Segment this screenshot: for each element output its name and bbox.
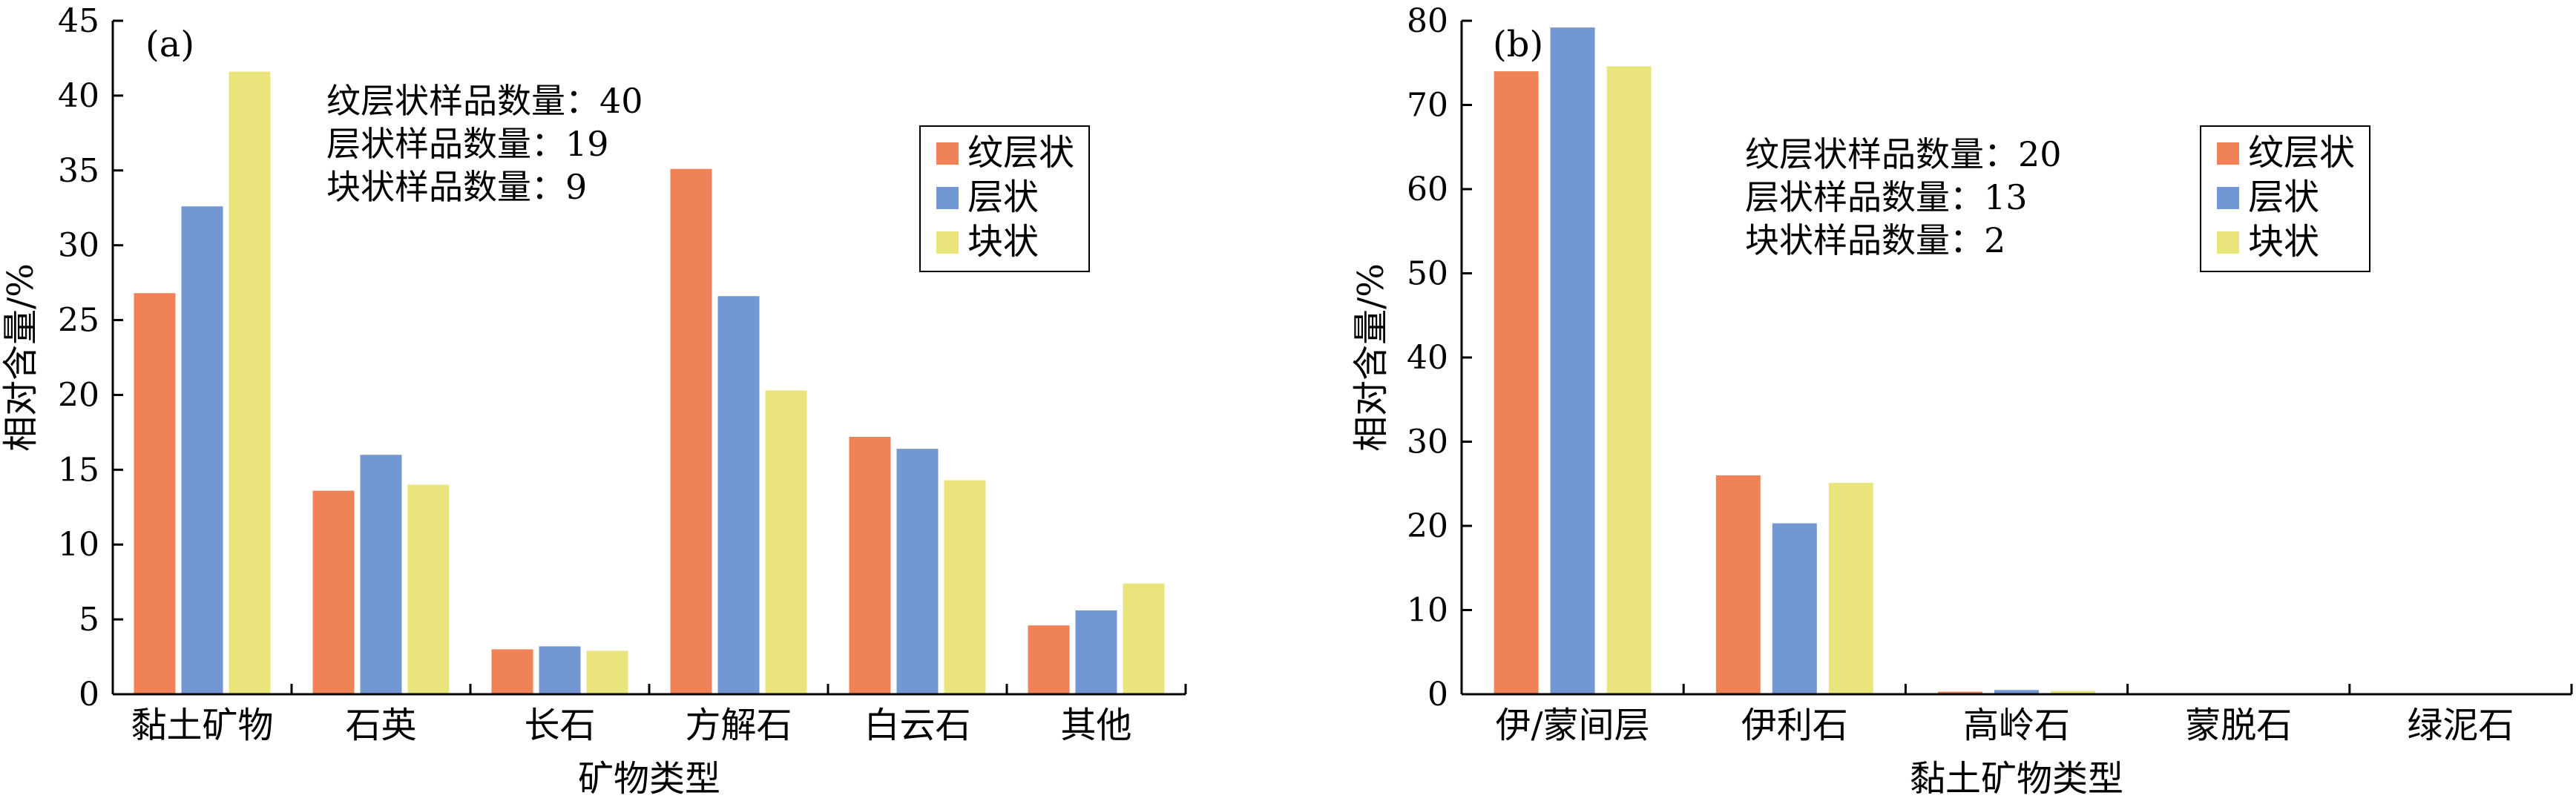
- a-bar-massive: [765, 390, 807, 694]
- b-bar-bedded: [1994, 690, 2039, 694]
- a-bar-layered: [670, 168, 712, 694]
- a-bar-massive: [229, 71, 271, 695]
- a-bar-bedded: [1075, 610, 1117, 694]
- b-category-label: 伊利石: [1741, 705, 1848, 746]
- a-bar-massive: [586, 650, 628, 694]
- b-bar-bedded: [1772, 523, 1817, 694]
- panel-a-legend-swatch-layered: [936, 142, 959, 165]
- panel-b-annotation-1: 纹层状样品数量：20: [1745, 134, 2062, 174]
- panel-b-label: (b): [1493, 24, 1543, 65]
- a-category-label: 白云石: [864, 705, 970, 746]
- panel-a-bars: [134, 71, 1165, 695]
- b-y-tick-label: 40: [1407, 339, 1448, 377]
- a-category-label: 方解石: [685, 705, 792, 746]
- a-category-label: 石英: [345, 705, 416, 746]
- panel-b-legend: 纹层状 层状 块状: [2200, 125, 2370, 272]
- b-bar-layered: [1938, 691, 1982, 694]
- b-bar-layered: [1715, 475, 1761, 694]
- a-bar-bedded: [896, 449, 939, 694]
- a-category-label: 长石: [524, 705, 595, 746]
- a-bar-layered: [491, 649, 533, 694]
- a-y-tick-label: 45: [58, 2, 99, 40]
- a-bar-layered: [134, 293, 176, 694]
- b-bar-massive: [1606, 66, 1652, 695]
- panel-b-x-axis-label: 黏土矿物类型: [1910, 758, 2123, 800]
- a-category-label: 其他: [1060, 705, 1131, 746]
- b-bar-massive: [2051, 691, 2095, 694]
- panel-a-annotation-1: 纹层状样品数量：40: [326, 81, 643, 121]
- b-y-tick-label: 80: [1407, 2, 1448, 40]
- a-y-tick-label: 10: [58, 526, 99, 564]
- b-bar-bedded: [1550, 27, 1595, 694]
- a-y-tick-label: 15: [58, 451, 99, 489]
- panel-a-legend: 纹层状 层状 块状: [919, 125, 1090, 272]
- a-y-tick-label: 40: [58, 77, 99, 115]
- b-category-label: 绿泥石: [2407, 705, 2514, 746]
- panel-a-y-ticks: 0 5 10 15 20 25 30 35 40 45: [58, 2, 123, 714]
- a-y-tick-label: 25: [58, 302, 99, 340]
- a-y-tick-label: 30: [58, 227, 99, 265]
- panel-b-legend-swatch-layered: [2217, 142, 2239, 165]
- a-bar-layered: [1028, 625, 1070, 694]
- panel-b-legend-label-bedded: 层状: [2248, 177, 2319, 218]
- panel-a-legend-label-layered: 纹层状: [967, 132, 1074, 174]
- a-y-tick-label: 5: [79, 601, 99, 639]
- panel-b-annotation-3: 块状样品数量：2: [1745, 220, 2005, 260]
- b-category-label: 蒙脱石: [2185, 705, 2292, 746]
- b-bar-massive: [1828, 483, 1873, 694]
- panel-b-annotations: 纹层状样品数量：20 层状样品数量：13 块状样品数量：2: [1745, 134, 2062, 260]
- panel-a-annotation-2: 层状样品数量：19: [326, 124, 609, 164]
- b-category-label: 高岭石: [1963, 705, 2070, 746]
- a-y-tick-label: 35: [58, 152, 99, 190]
- panel-a-annotation-3: 块状样品数量：9: [326, 167, 587, 207]
- panel-a-legend-label-bedded: 层状: [967, 177, 1039, 218]
- b-y-tick-label: 70: [1407, 87, 1448, 125]
- b-y-tick-label: 60: [1407, 171, 1448, 208]
- panel-b-legend-swatch-bedded: [2217, 187, 2239, 209]
- b-y-tick-label: 0: [1427, 676, 1448, 714]
- b-y-tick-label: 10: [1407, 592, 1448, 630]
- b-y-tick-label: 30: [1407, 424, 1448, 461]
- panel-b-y-ticks: 0 10 20 30 40 50 60 70 80: [1407, 2, 1472, 714]
- a-y-tick-label: 20: [58, 376, 99, 414]
- a-bar-layered: [849, 436, 891, 694]
- a-bar-bedded: [717, 296, 760, 694]
- panel-a-x-axis-label: 矿物类型: [578, 758, 720, 800]
- a-category-label: 黏土矿物: [131, 705, 273, 746]
- panel-b-annotation-2: 层状样品数量：13: [1745, 177, 2028, 217]
- panel-a-legend-label-massive: 块状: [967, 221, 1039, 263]
- a-bar-massive: [944, 480, 986, 694]
- panel-b-x-ticks: 伊/蒙间层 伊利石 高岭石 蒙脱石 绿泥石: [1496, 684, 2573, 746]
- panel-b-legend-label-layered: 纹层状: [2248, 132, 2355, 174]
- panel-a-y-axis-label: 相对含量/%: [0, 263, 42, 452]
- a-bar-massive: [1123, 583, 1165, 694]
- a-bar-bedded: [360, 455, 402, 694]
- panel-b-legend-label-massive: 块状: [2248, 221, 2319, 263]
- panel-b-bars: [1494, 27, 2095, 695]
- a-bar-massive: [407, 484, 450, 694]
- a-y-tick-label: 0: [79, 676, 99, 714]
- a-bar-layered: [312, 490, 355, 694]
- panel-a-legend-swatch-massive: [936, 231, 959, 254]
- panel-a-x-ticks: 黏土矿物 石英 长石 方解石 白云石 其他: [131, 684, 1187, 746]
- b-category-label: 伊/蒙间层: [1496, 705, 1650, 746]
- a-bar-bedded: [181, 206, 223, 694]
- panel-a-label: (a): [145, 24, 194, 65]
- b-bar-layered: [1494, 71, 1539, 695]
- panel-a-annotations: 纹层状样品数量：40 层状样品数量：19 块状样品数量：9: [326, 81, 643, 207]
- b-y-tick-label: 50: [1407, 255, 1448, 293]
- panel-b-legend-swatch-massive: [2217, 231, 2239, 254]
- panel-a-legend-swatch-bedded: [936, 187, 959, 209]
- b-y-tick-label: 20: [1407, 507, 1448, 545]
- panel-b-y-axis-label: 相对含量/%: [1350, 263, 1392, 452]
- a-bar-bedded: [539, 646, 581, 694]
